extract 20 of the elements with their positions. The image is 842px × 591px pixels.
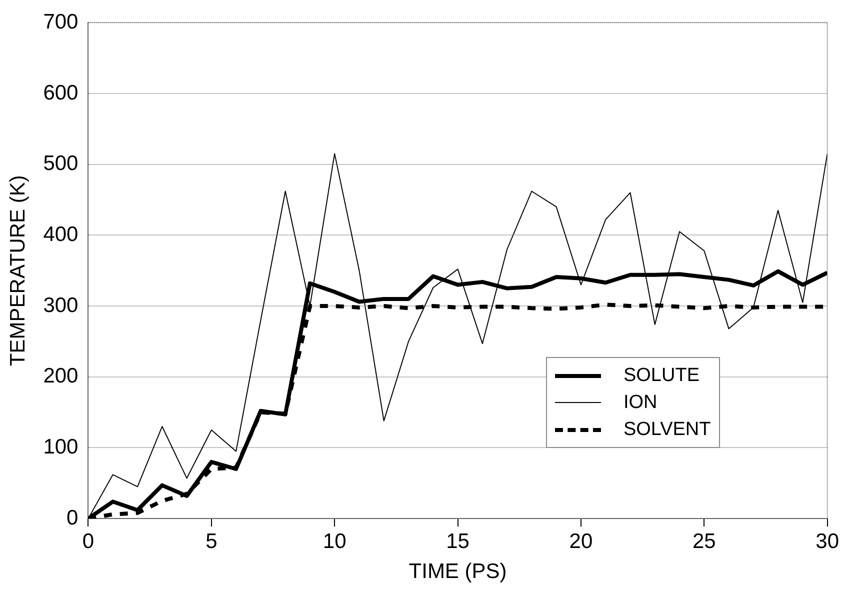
- x-tick-label: 5: [206, 530, 218, 553]
- y-tick-label: 300: [43, 294, 78, 317]
- y-axis-title: TEMPERATURE (K): [6, 175, 30, 366]
- y-tick-label: 700: [43, 10, 78, 34]
- x-tick-label: 20: [569, 530, 593, 553]
- x-tick-label: 10: [322, 530, 346, 553]
- y-tick-label: 600: [43, 81, 78, 104]
- x-tick-label: 15: [446, 530, 470, 553]
- y-tick-label: 400: [43, 222, 78, 246]
- y-tick-label: 500: [43, 152, 78, 176]
- y-tick-label: 100: [43, 436, 78, 459]
- legend-label: ION: [623, 391, 658, 416]
- legend-label: SOLVENT: [623, 418, 711, 442]
- x-tick-label: 30: [816, 530, 839, 553]
- x-tick-label: 0: [82, 530, 94, 553]
- y-tick-label: 0: [66, 506, 78, 530]
- y-tick-label: 200: [43, 364, 78, 388]
- x-axis-title: TIME (PS): [408, 560, 507, 584]
- legend-label: SOLUTE: [623, 364, 700, 388]
- x-tick-label: 25: [692, 530, 716, 553]
